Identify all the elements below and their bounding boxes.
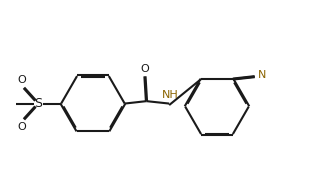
Text: O: O bbox=[141, 64, 149, 74]
Text: N: N bbox=[258, 70, 267, 80]
Text: NH: NH bbox=[162, 90, 179, 100]
Text: S: S bbox=[34, 97, 43, 110]
Text: O: O bbox=[18, 122, 26, 132]
Text: O: O bbox=[18, 75, 26, 85]
